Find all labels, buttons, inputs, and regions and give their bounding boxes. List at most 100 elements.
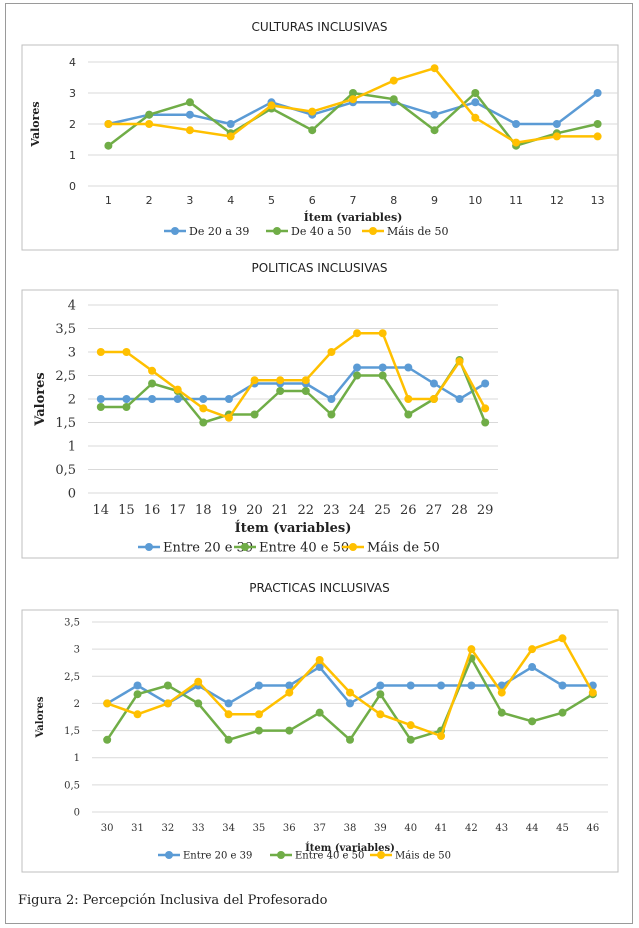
data-point bbox=[285, 688, 294, 697]
x-tick-label: 34 bbox=[222, 823, 235, 834]
legend-label: Máis de 50 bbox=[387, 225, 449, 238]
x-tick-label: 35 bbox=[253, 823, 266, 834]
data-point bbox=[122, 395, 131, 403]
y-tick-label: 1,5 bbox=[55, 416, 76, 431]
data-point bbox=[185, 126, 194, 135]
x-tick-label: 26 bbox=[400, 503, 417, 518]
x-tick-label: 12 bbox=[550, 194, 564, 207]
x-axis-label: Ítem (variables) bbox=[235, 520, 352, 536]
y-axis-label: Valores bbox=[33, 372, 48, 426]
data-point bbox=[185, 98, 194, 107]
legend-label: Entre 20 e 39 bbox=[163, 541, 253, 556]
data-point bbox=[148, 379, 157, 388]
chart-border bbox=[21, 289, 619, 559]
legend-label: Entre 20 e 39 bbox=[183, 851, 252, 862]
x-axis-label: Ítem (variables) bbox=[304, 210, 403, 224]
data-point bbox=[103, 735, 112, 744]
data-point bbox=[406, 735, 415, 744]
data-point bbox=[285, 681, 294, 690]
y-tick-label: 2 bbox=[74, 699, 80, 710]
y-tick-label: 3 bbox=[68, 346, 76, 361]
chart-2: 0 0,5 1 1,5 2 2,5 3 3,5 30 31 32 33 34 35 36 37 38 39 40 41… bbox=[21, 609, 619, 873]
data-point bbox=[163, 681, 172, 690]
legend-label: De 20 a 39 bbox=[189, 225, 249, 238]
data-point bbox=[593, 89, 602, 97]
data-point bbox=[267, 101, 276, 110]
y-tick-label: 0,5 bbox=[64, 780, 80, 791]
data-point bbox=[430, 126, 439, 135]
data-point bbox=[148, 395, 157, 403]
x-tick-label: 23 bbox=[323, 503, 340, 518]
data-point bbox=[497, 688, 506, 697]
data-point bbox=[276, 387, 285, 396]
data-point bbox=[199, 404, 208, 413]
x-tick-label: 18 bbox=[195, 503, 212, 518]
data-point bbox=[173, 395, 182, 403]
chart-title-politicas: POLITICAS INCLUSIVAS bbox=[251, 261, 388, 275]
data-point bbox=[353, 363, 362, 372]
data-point bbox=[173, 385, 182, 394]
data-point bbox=[96, 348, 105, 356]
data-point bbox=[104, 120, 113, 128]
data-point bbox=[148, 366, 157, 375]
data-point bbox=[497, 708, 506, 717]
data-point bbox=[437, 732, 446, 740]
x-tick-label: 19 bbox=[221, 503, 238, 518]
data-point bbox=[194, 677, 203, 686]
data-point bbox=[315, 663, 324, 672]
data-point bbox=[376, 690, 385, 699]
y-tick-label: 1 bbox=[74, 753, 80, 764]
series-line bbox=[106, 657, 594, 742]
data-point bbox=[429, 395, 438, 403]
data-point bbox=[353, 329, 362, 338]
data-point bbox=[467, 681, 476, 690]
data-point bbox=[455, 357, 464, 366]
x-tick-label: 11 bbox=[509, 194, 523, 207]
data-point bbox=[378, 363, 387, 372]
x-tick-label: 17 bbox=[169, 503, 186, 518]
data-point bbox=[378, 329, 387, 338]
data-point bbox=[389, 95, 398, 104]
y-tick-label: 2 bbox=[68, 393, 76, 408]
x-tick-label: 15 bbox=[118, 503, 135, 518]
x-tick-label: 10 bbox=[468, 194, 482, 207]
x-tick-label: 13 bbox=[591, 194, 605, 207]
legend-label: Máis de 50 bbox=[395, 851, 451, 862]
data-point bbox=[346, 735, 354, 744]
data-point bbox=[481, 404, 490, 413]
x-tick-label: 31 bbox=[131, 823, 144, 834]
data-point bbox=[327, 410, 336, 419]
chart-title-practicas: PRACTICAS INCLUSIVAS bbox=[249, 581, 390, 595]
x-tick-label: 9 bbox=[431, 194, 438, 207]
data-point bbox=[224, 413, 233, 422]
data-point bbox=[104, 141, 113, 150]
data-point bbox=[481, 418, 490, 427]
data-point bbox=[593, 132, 602, 141]
data-point bbox=[327, 348, 336, 356]
x-tick-label: 45 bbox=[556, 823, 569, 834]
x-tick-label: 20 bbox=[246, 503, 263, 518]
x-tick-label: 28 bbox=[451, 503, 468, 518]
data-point bbox=[349, 95, 357, 104]
x-tick-label: 22 bbox=[298, 503, 315, 518]
data-point bbox=[276, 376, 285, 385]
y-tick-label: 0 bbox=[68, 487, 76, 502]
data-point bbox=[315, 708, 324, 717]
data-point bbox=[301, 387, 310, 396]
x-tick-label: 16 bbox=[144, 503, 161, 518]
figure-frame bbox=[5, 3, 633, 924]
x-tick-label: 37 bbox=[313, 823, 326, 834]
data-point bbox=[558, 708, 567, 717]
data-point bbox=[406, 721, 415, 730]
data-point bbox=[133, 710, 142, 719]
data-point bbox=[163, 699, 172, 708]
data-point bbox=[512, 138, 521, 147]
x-tick-label: 46 bbox=[586, 823, 599, 834]
data-point bbox=[133, 681, 142, 690]
x-tick-label: 40 bbox=[404, 823, 417, 834]
x-tick-label: 44 bbox=[526, 823, 539, 834]
x-tick-label: 6 bbox=[309, 194, 316, 207]
data-point bbox=[404, 395, 413, 403]
